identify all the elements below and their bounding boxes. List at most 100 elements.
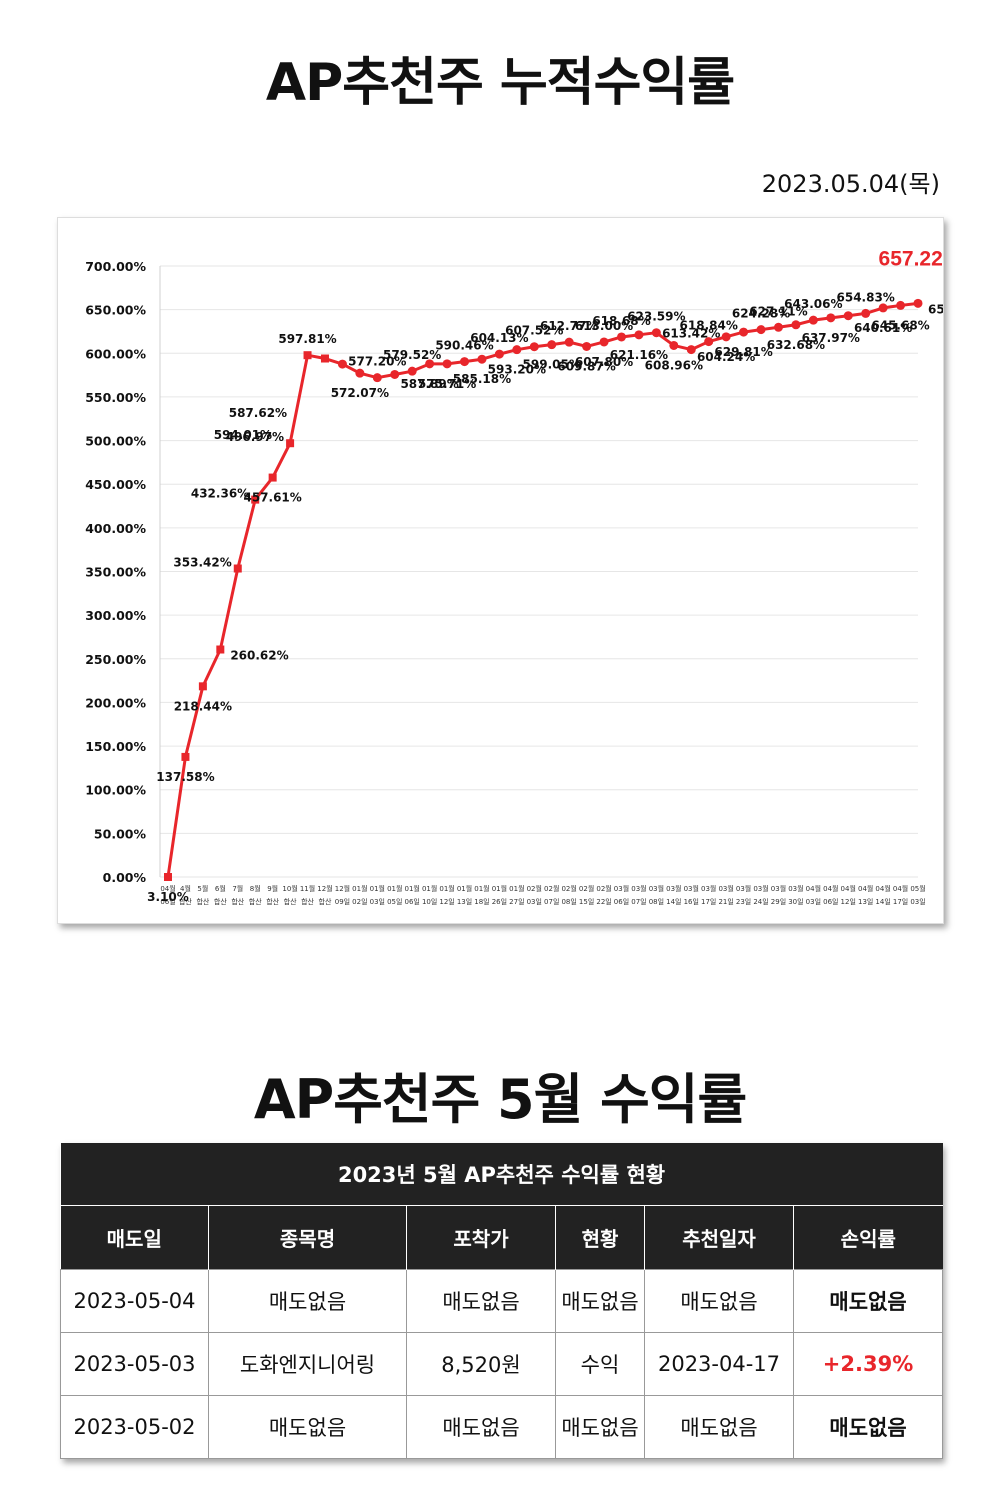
- x-tick-label: 5월: [197, 884, 208, 893]
- x-tick-label: 16일: [684, 897, 699, 906]
- data-point: [913, 298, 923, 308]
- x-tick-label: 04월: [893, 884, 908, 893]
- data-label: 618.84%: [680, 319, 738, 333]
- x-tick-label: 03월: [718, 884, 733, 893]
- data-point: [286, 439, 295, 448]
- x-tick-label: 21일: [718, 897, 733, 906]
- x-tick-label: 10월: [282, 884, 297, 893]
- data-point: [407, 366, 417, 376]
- table-cell: 매도없음: [406, 1395, 556, 1459]
- x-tick-label: 07일: [544, 897, 559, 906]
- table-cell: 매도없음: [208, 1269, 407, 1333]
- data-point: [861, 308, 871, 318]
- table-cell: 2023-05-02: [60, 1395, 209, 1459]
- x-tick-label: 02월: [544, 884, 559, 893]
- data-label: 579.52%: [383, 348, 441, 362]
- data-point: [547, 340, 557, 350]
- data-label: 457.61%: [243, 491, 301, 505]
- x-tick-label: 29일: [771, 897, 786, 906]
- column-header: 매도일: [60, 1205, 209, 1270]
- x-tick-label: 01월: [474, 884, 489, 893]
- x-tick-label: 합산: [214, 897, 227, 906]
- data-point: [616, 332, 626, 342]
- x-tick-label: 8월: [250, 884, 261, 893]
- data-label: 260.62%: [230, 649, 288, 663]
- x-tick-label: 06일: [160, 897, 175, 906]
- x-tick-label: 01월: [370, 884, 385, 893]
- data-label: 597.81%: [278, 332, 336, 346]
- x-tick-label: 합산: [284, 897, 297, 906]
- y-tick-label: 300.00%: [85, 608, 146, 623]
- x-tick-label: 03월: [684, 884, 699, 893]
- data-label: 607.80%: [575, 355, 633, 369]
- table-cell: 매도없음: [792, 1395, 944, 1459]
- data-point: [494, 349, 504, 359]
- x-tick-label: 합산: [231, 897, 244, 906]
- x-tick-label: 09일: [335, 897, 350, 906]
- x-tick-label: 03월: [649, 884, 664, 893]
- x-tick-label: 14일: [666, 897, 681, 906]
- x-tick-label: 03월: [753, 884, 768, 893]
- x-tick-label: 03월: [736, 884, 751, 893]
- x-tick-label: 02월: [579, 884, 594, 893]
- data-point: [477, 354, 487, 364]
- table-cell: 2023-05-03: [60, 1332, 209, 1396]
- x-tick-label: 08일: [649, 897, 664, 906]
- data-label: 623.59%: [627, 310, 685, 324]
- data-point: [320, 354, 329, 363]
- table-cell: 매도없음: [208, 1395, 407, 1459]
- y-tick-label: 600.00%: [85, 346, 146, 361]
- x-tick-label: 04월: [806, 884, 821, 893]
- x-tick-label: 07일: [631, 897, 646, 906]
- x-tick-label: 17일: [893, 897, 908, 906]
- table-cell: 도화엔지니어링: [208, 1332, 407, 1396]
- page-title: AP추천주 누적수익률: [265, 53, 735, 113]
- x-tick-label: 13일: [457, 897, 472, 906]
- table-row: 2023-05-02 매도없음 매도없음 매도없음 매도없음 매도없음: [60, 1395, 944, 1459]
- x-tick-label: 합산: [266, 897, 279, 906]
- data-point: [233, 564, 242, 573]
- data-label: 624.28%: [732, 307, 790, 321]
- x-tick-label: 03월: [614, 884, 629, 893]
- y-tick-label: 350.00%: [85, 565, 146, 580]
- y-tick-label: 700.00%: [85, 259, 146, 274]
- data-label: 613.00%: [575, 319, 633, 333]
- x-tick-label: 26일: [492, 897, 507, 906]
- data-label: 621.16%: [610, 348, 668, 362]
- table-cell: 2023-05-04: [60, 1269, 209, 1333]
- data-point: [826, 313, 836, 323]
- x-tick-label: 04월: [841, 884, 856, 893]
- data-point: [337, 359, 347, 369]
- data-point: [181, 752, 190, 761]
- table-cell: 매도없음: [555, 1269, 645, 1333]
- data-point: [512, 345, 522, 355]
- x-tick-label: 합산: [301, 897, 314, 906]
- data-label: 137.58%: [156, 770, 214, 784]
- x-tick-label: 22일: [596, 897, 611, 906]
- x-tick-label: 27일: [509, 897, 524, 906]
- x-tick-label: 13일: [858, 897, 873, 906]
- data-label: 629.81%: [714, 345, 772, 359]
- x-tick-label: 04월: [875, 884, 890, 893]
- x-tick-label: 04월: [858, 884, 873, 893]
- x-tick-label: 04월: [160, 884, 175, 893]
- table-cell: 매도없음: [644, 1269, 794, 1333]
- x-tick-label: 05월: [910, 884, 925, 893]
- column-header: 종목명: [208, 1205, 407, 1270]
- x-tick-label: 03일: [370, 897, 385, 906]
- data-point: [808, 315, 818, 325]
- data-point: [372, 373, 382, 383]
- x-tick-label: 01월: [509, 884, 524, 893]
- data-point: [529, 342, 539, 352]
- x-tick-label: 12일: [841, 897, 856, 906]
- data-label: 599.05%: [523, 358, 581, 372]
- table-row: 2023-05-03 도화엔지니어링 8,520원 수익 2023-04-17 +2.39…: [60, 1332, 944, 1396]
- x-tick-label: 합산: [196, 897, 209, 906]
- y-tick-label: 100.00%: [85, 783, 146, 798]
- table-cell: 8,520원: [406, 1332, 556, 1396]
- returns-table: 2023년 5월 AP추천주 수익률 현황 매도일 종목명 포착가 현황 추천일자 손익률…: [60, 1143, 944, 1459]
- data-label: 577.20%: [348, 355, 406, 369]
- data-point: [791, 320, 801, 330]
- data-label: 645.68%: [871, 318, 929, 332]
- x-tick-label: 01월: [352, 884, 367, 893]
